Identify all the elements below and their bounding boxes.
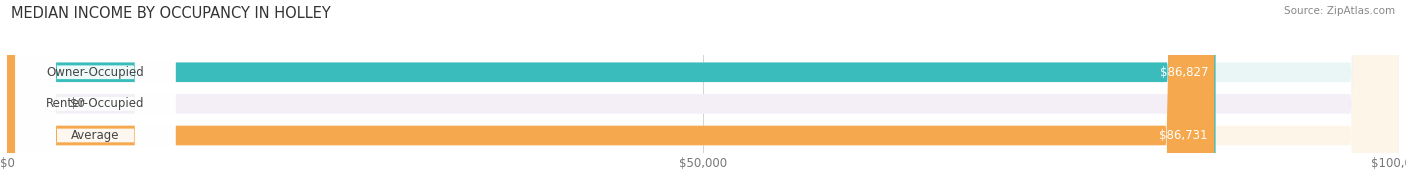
FancyBboxPatch shape — [15, 0, 176, 196]
Text: Owner-Occupied: Owner-Occupied — [46, 66, 145, 79]
FancyBboxPatch shape — [15, 0, 176, 196]
FancyBboxPatch shape — [7, 0, 1216, 196]
Text: $0: $0 — [70, 97, 84, 110]
Text: MEDIAN INCOME BY OCCUPANCY IN HOLLEY: MEDIAN INCOME BY OCCUPANCY IN HOLLEY — [11, 6, 330, 21]
FancyBboxPatch shape — [0, 0, 56, 196]
Text: Average: Average — [72, 129, 120, 142]
Text: $86,827: $86,827 — [1160, 66, 1209, 79]
FancyBboxPatch shape — [7, 0, 1399, 196]
FancyBboxPatch shape — [7, 0, 1399, 196]
FancyBboxPatch shape — [15, 0, 176, 196]
Text: $86,731: $86,731 — [1159, 129, 1208, 142]
Text: Renter-Occupied: Renter-Occupied — [46, 97, 145, 110]
FancyBboxPatch shape — [7, 0, 1399, 196]
Text: Source: ZipAtlas.com: Source: ZipAtlas.com — [1284, 6, 1395, 16]
FancyBboxPatch shape — [7, 0, 1215, 196]
